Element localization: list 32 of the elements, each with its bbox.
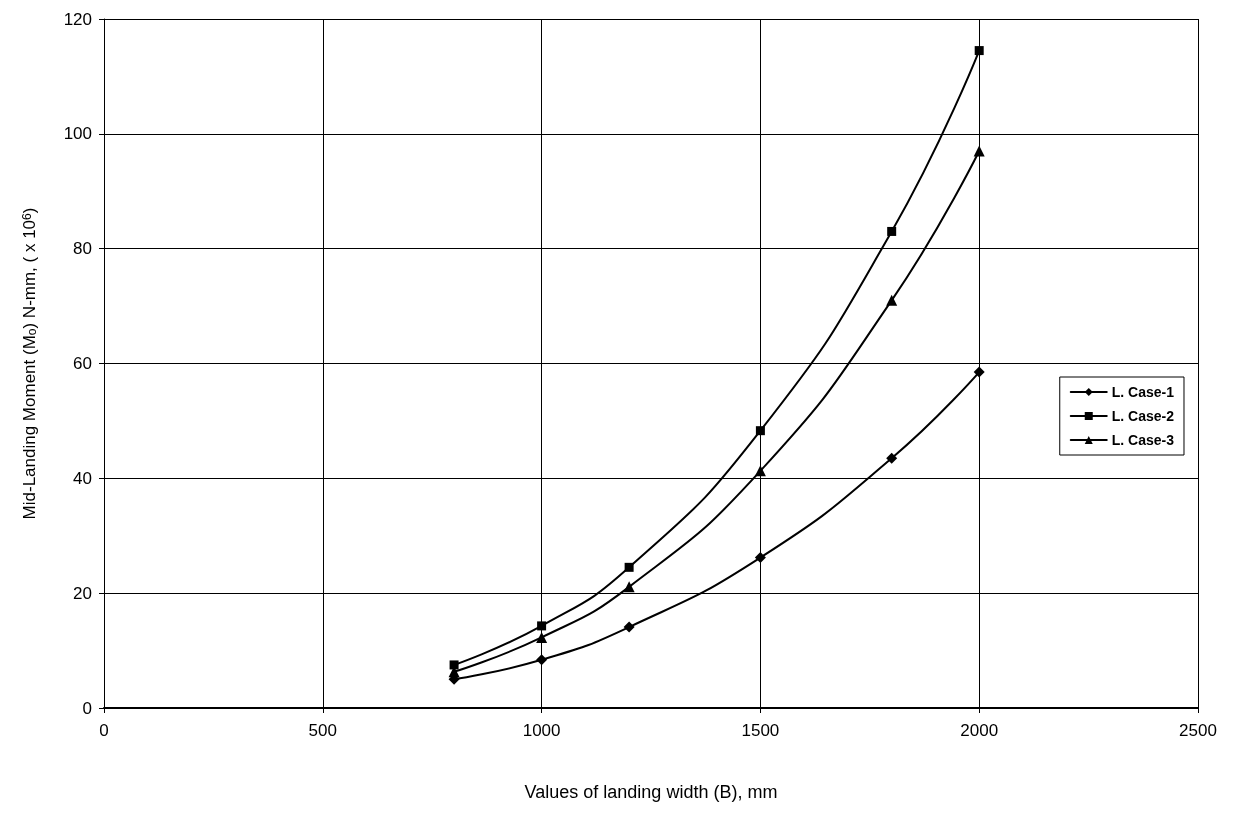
y-tick-label: 100 [63, 124, 92, 144]
point [623, 581, 635, 593]
point [754, 552, 766, 564]
x-axis-title: Values of landing width (B), mm [524, 782, 778, 802]
x-tick-label: 2500 [1179, 721, 1217, 740]
y-tick-label: 40 [73, 468, 92, 488]
y-tick-label: 20 [73, 583, 92, 603]
x-tick-label: 1500 [741, 721, 780, 740]
legend-label: L. Case-3 [1111, 432, 1175, 448]
point [754, 465, 766, 477]
y-tick-label: 60 [73, 354, 92, 373]
point [887, 226, 897, 236]
x-tick-label: 500 [308, 721, 337, 740]
point [449, 660, 459, 670]
x-tick-label: 0 [99, 721, 109, 740]
point [623, 621, 635, 633]
point [886, 294, 898, 306]
y-tick-label: 0 [82, 698, 92, 718]
point [974, 46, 984, 56]
point [973, 366, 985, 378]
x-tick-label: 2000 [960, 721, 999, 740]
point [973, 145, 985, 157]
y-tick-label: 80 [73, 239, 92, 259]
legend-label: L. Case-2 [1111, 408, 1175, 424]
point [755, 426, 765, 436]
legend-label: L. Case-1 [1111, 384, 1175, 400]
point [537, 621, 547, 631]
point [886, 452, 898, 464]
point [624, 562, 634, 572]
y-tick-label: 120 [63, 9, 92, 29]
point [536, 654, 548, 666]
x-tick-label: 1000 [522, 721, 561, 740]
